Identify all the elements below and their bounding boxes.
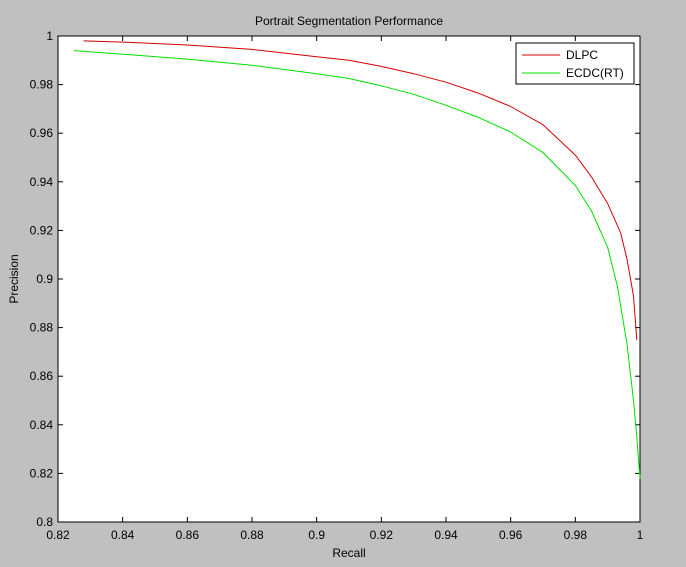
series-line-dlpc [83,40,638,341]
y-tick-label: 0.82 [30,466,54,480]
y-tick-label: 0.94 [30,175,54,189]
x-tick-label: 0.98 [564,528,588,542]
legend-label-dlpc: DLPC [566,48,598,62]
legend: DLPC ECDC(RT) [515,42,635,85]
y-tick-label: 0.88 [30,321,54,335]
x-axis-title: Recall [332,546,365,560]
x-tick-label: 1 [637,528,644,542]
x-tick-label: 0.9 [308,528,325,542]
x-tick-label: 0.96 [499,528,523,542]
y-tick-label: 0.9 [36,272,53,286]
x-tick-label: 0.88 [240,528,264,542]
x-tick-label: 0.92 [370,528,394,542]
legend-box [515,42,635,85]
legend-label-ecdc-rt: ECDC(RT) [566,66,624,80]
y-tick-label: 0.86 [30,369,54,383]
y-axis-title: Precision [7,254,21,303]
y-tick-label: 0.8 [36,515,53,529]
y-tick-label: 0.96 [30,126,54,140]
y-tick-label: 0.84 [30,418,54,432]
chart-title: Portrait Segmentation Performance [255,14,443,28]
y-tick-label: 0.92 [30,223,54,237]
x-tick-label: 0.82 [46,528,70,542]
y-tick-label: 0.98 [30,78,54,92]
y-tick-label: 1 [46,29,53,43]
series-lines [73,40,641,479]
x-tick-label: 0.84 [111,528,135,542]
plot-area [57,35,641,523]
x-tick-label: 0.94 [434,528,458,542]
x-tick-label: 0.86 [176,528,200,542]
axis-ticks: 0.82 0.84 0.86 0.88 0.9 0.92 0.94 0.96 0.98 10.80… [30,29,644,542]
series-line-ecdc-rt [73,50,641,479]
